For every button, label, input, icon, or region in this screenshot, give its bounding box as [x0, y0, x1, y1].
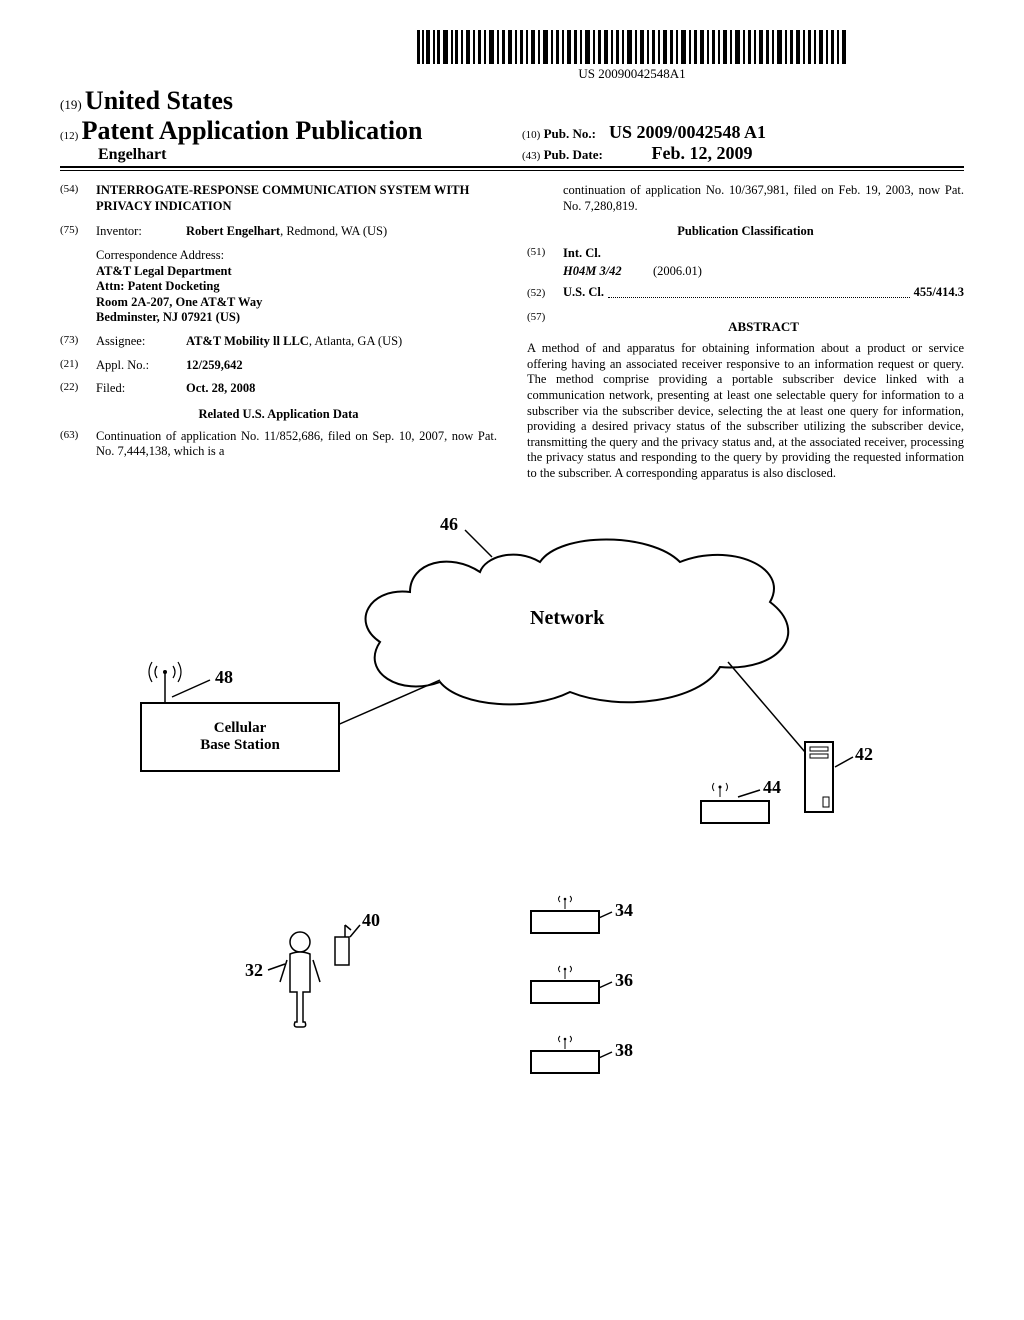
- uscl-code: (52): [527, 287, 563, 301]
- figure-area: 46 Network 48 Cellular Base Station 42 4…: [60, 512, 964, 1152]
- title-code: (54): [60, 183, 96, 214]
- label-44: 44: [763, 777, 781, 798]
- base-station-box: Cellular Base Station: [140, 702, 340, 772]
- related-text2: continuation of application No. 10/367,9…: [563, 183, 964, 214]
- pub-type-line: (12) Patent Application Publication: [60, 116, 502, 146]
- pub-no-label: Pub. No.:: [544, 126, 596, 141]
- applno-value: 12/259,642: [186, 358, 497, 374]
- pub-date-line: (43) Pub. Date: Feb. 12, 2009: [522, 143, 964, 164]
- assignee-code: (73): [60, 334, 96, 350]
- uscl-value: 455/414.3: [914, 285, 964, 301]
- barcode-area: US 20090042548A1: [60, 30, 964, 82]
- label-40: 40: [362, 910, 380, 931]
- assignee-name: AT&T Mobility ll LLC: [186, 334, 309, 348]
- related-title: Related U.S. Application Data: [60, 407, 497, 423]
- network-label: Network: [530, 607, 604, 630]
- corr-l4: Room 2A-207, One AT&T Way: [96, 295, 497, 311]
- pub-type: Patent Application Publication: [82, 116, 423, 145]
- intcl-row: (51) Int. Cl.: [527, 246, 964, 262]
- country-line: (19) United States: [60, 86, 502, 116]
- invention-title: INTERROGATE-RESPONSE COMMUNICATION SYSTE…: [96, 183, 497, 214]
- intcl-label: Int. Cl.: [563, 246, 601, 262]
- assignee-label: Assignee:: [96, 334, 186, 350]
- box-36: [530, 980, 600, 1004]
- label-42: 42: [855, 744, 873, 765]
- box-38: [530, 1050, 600, 1074]
- assignee-row: (73) Assignee: AT&T Mobility ll LLC, Atl…: [60, 334, 497, 350]
- intcl-date: (2006.01): [653, 264, 702, 278]
- base-station-l1: Cellular: [142, 720, 338, 737]
- country-code: (19): [60, 97, 82, 112]
- filed-code: (22): [60, 381, 96, 397]
- thin-rule: [60, 170, 964, 171]
- country-name: United States: [85, 86, 233, 115]
- base-station-l2: Base Station: [142, 737, 338, 754]
- applno-row: (21) Appl. No.: 12/259,642: [60, 358, 497, 374]
- label-34: 34: [615, 900, 633, 921]
- abstract-code: (57): [527, 311, 563, 341]
- left-column: (54) INTERROGATE-RESPONSE COMMUNICATION …: [60, 183, 497, 482]
- pub-num-line: (10) Pub. No.: US 2009/0042548 A1: [522, 122, 964, 143]
- header-right: (10) Pub. No.: US 2009/0042548 A1 (43) P…: [502, 122, 964, 164]
- intcl-class: H04M 3/42: [563, 264, 622, 278]
- pub-no-code: (10): [522, 129, 540, 141]
- intcl-class-row: H04M 3/42 (2006.01): [563, 264, 964, 280]
- uscl-row: (52) U.S. Cl. 455/414.3: [527, 285, 964, 301]
- filed-value: Oct. 28, 2008: [186, 381, 497, 397]
- correspondence-block: Correspondence Address: AT&T Legal Depar…: [96, 248, 497, 326]
- corr-l1: Correspondence Address:: [96, 248, 497, 264]
- dotted-leader: [608, 288, 910, 298]
- label-48: 48: [215, 667, 233, 688]
- abstract-title: ABSTRACT: [563, 319, 964, 335]
- barcode-text: US 20090042548A1: [417, 66, 847, 82]
- intcl-code: (51): [527, 246, 563, 262]
- right-column: continuation of application No. 10/367,9…: [527, 183, 964, 482]
- assignee-loc: , Atlanta, GA (US): [309, 334, 402, 348]
- classification-title: Publication Classification: [527, 224, 964, 240]
- header-row: (19) United States (12) Patent Applicati…: [60, 86, 964, 168]
- inventor-label: Inventor:: [96, 224, 186, 240]
- applicant-name: Engelhart: [98, 146, 502, 164]
- patent-page: US 20090042548A1 (19) United States (12)…: [0, 0, 1024, 1172]
- inventor-code: (75): [60, 224, 96, 240]
- pub-no-value: US 2009/0042548 A1: [609, 122, 766, 142]
- corr-l3: Attn: Patent Docketing: [96, 279, 497, 295]
- label-36: 36: [615, 970, 633, 991]
- related-code: (63): [60, 429, 96, 460]
- abstract-text: A method of and apparatus for obtaining …: [527, 341, 964, 482]
- related-row: (63) Continuation of application No. 11/…: [60, 429, 497, 460]
- uscl-label: U.S. Cl.: [563, 285, 604, 301]
- pub-type-code: (12): [60, 130, 78, 142]
- corr-l5: Bedminster, NJ 07921 (US): [96, 310, 497, 326]
- applno-code: (21): [60, 358, 96, 374]
- applno-label: Appl. No.:: [96, 358, 186, 374]
- filed-label: Filed:: [96, 381, 186, 397]
- title-row: (54) INTERROGATE-RESPONSE COMMUNICATION …: [60, 183, 497, 214]
- box-44: [700, 800, 770, 824]
- abstract-header: (57) ABSTRACT: [527, 311, 964, 341]
- biblio-columns: (54) INTERROGATE-RESPONSE COMMUNICATION …: [60, 183, 964, 482]
- corr-l2: AT&T Legal Department: [96, 264, 497, 280]
- pub-date-code: (43): [522, 150, 540, 162]
- label-32: 32: [245, 960, 263, 981]
- box-34: [530, 910, 600, 934]
- inventor-value: Robert Engelhart, Redmond, WA (US): [186, 224, 497, 240]
- barcode-svg: [417, 30, 847, 64]
- label-38: 38: [615, 1040, 633, 1061]
- label-46: 46: [440, 514, 458, 535]
- header-left: (19) United States (12) Patent Applicati…: [60, 86, 502, 164]
- barcode: US 20090042548A1: [417, 30, 847, 82]
- inventor-name: Robert Engelhart: [186, 224, 280, 238]
- pub-date-label: Pub. Date:: [544, 147, 603, 162]
- inventor-loc: , Redmond, WA (US): [280, 224, 387, 238]
- pub-date-value: Feb. 12, 2009: [652, 143, 753, 163]
- related-text1: Continuation of application No. 11/852,6…: [96, 429, 497, 460]
- assignee-value: AT&T Mobility ll LLC, Atlanta, GA (US): [186, 334, 497, 350]
- filed-row: (22) Filed: Oct. 28, 2008: [60, 381, 497, 397]
- figure-svg: [60, 512, 960, 1152]
- inventor-row: (75) Inventor: Robert Engelhart, Redmond…: [60, 224, 497, 240]
